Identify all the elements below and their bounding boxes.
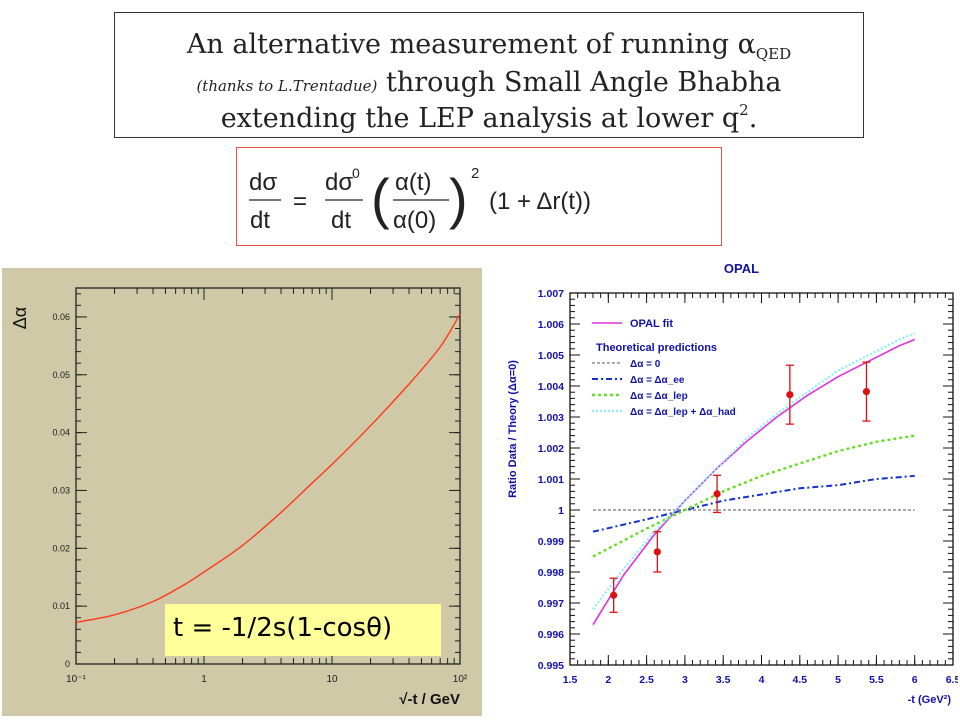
title-box: An alternative measurement of running αQ…: [114, 12, 864, 138]
y-tick-label: 0.03: [52, 485, 70, 495]
svg-text:dσ: dσ: [325, 169, 353, 196]
title-period: .: [748, 103, 758, 134]
svg-text:dσ: dσ: [249, 169, 277, 196]
x-axis-label: -t (GeV²): [908, 694, 952, 706]
legend-heading: Theoretical predictions: [596, 342, 717, 354]
y-tick-label: 0.01: [52, 601, 70, 611]
svg-text:α(0): α(0): [393, 207, 436, 234]
x-tick-label: 2: [605, 674, 611, 686]
y-axis-label: Δα: [10, 307, 30, 329]
x-tick-label: 4: [759, 674, 765, 686]
x-tick-label: 10: [326, 674, 338, 685]
svg-text:dt: dt: [250, 207, 270, 234]
y-tick-label: 1.001: [538, 474, 564, 486]
qed-subscript: QED: [755, 45, 792, 63]
y-tick-label: 1.006: [538, 319, 564, 331]
y-tick-label: 1.007: [538, 288, 564, 300]
data-point: [862, 387, 871, 396]
legend-label: Δα = 0: [630, 359, 661, 370]
svg-text:α(t): α(t): [395, 169, 432, 196]
alpha-symbol: α: [737, 29, 756, 60]
x-tick-label: 1: [201, 674, 207, 685]
t-definition: t = -1/2s(1-cosθ): [173, 613, 393, 643]
y-tick-label: 0.998: [538, 567, 564, 579]
svg-text:(: (: [371, 167, 390, 230]
x-tick-label: 5: [835, 674, 841, 686]
delta-alpha-svg: 10⁻¹ 1 10 10² 0 0.01 0.02 0.03 0.04 0.05 0.06 √-t /…: [10, 287, 468, 708]
x-tick-label: 3: [682, 674, 688, 686]
svg-text:0: 0: [352, 165, 360, 181]
x-tick-label: 6: [912, 674, 918, 686]
y-tick-label: 1.002: [538, 443, 564, 455]
legend-label: OPAL fit: [630, 318, 673, 330]
delta-lep-had-line: [592, 332, 916, 610]
title-line-3-text: extending the LEP analysis at lower q: [220, 103, 740, 134]
data-point: [713, 490, 721, 498]
x-tick-label: 10²: [453, 674, 468, 685]
data-point: [786, 391, 794, 399]
data-point: [653, 548, 661, 556]
x-axis-label: √-t / GeV: [399, 691, 460, 708]
delta-lep-line: [592, 434, 915, 558]
delta-alpha-curve: [75, 313, 461, 624]
x-tick-label: 4.5: [792, 674, 807, 686]
y-tick-label: 0.06: [52, 312, 70, 322]
y-tick-label: 0.997: [538, 598, 564, 610]
title-line-1-text: An alternative measurement of running: [186, 29, 738, 60]
formula-box: dσ dt = dσ 0 dt ( α(t) α(0) ) 2 (1 + Δr(…: [236, 147, 722, 246]
legend-label: Δα = Δα_lep: [630, 391, 688, 402]
y-tick-label: 0.02: [52, 543, 70, 553]
t-definition-box: t = -1/2s(1-cosθ): [165, 604, 441, 656]
y-tick-label: 0.995: [538, 660, 564, 672]
x-tick-label: 6.5: [946, 674, 958, 686]
y-tick-label: 0.05: [52, 370, 70, 380]
y-tick-label: 1.005: [538, 350, 564, 362]
title-line-3: extending the LEP analysis at lower q2.: [115, 101, 863, 134]
x-tick-label: 2.5: [639, 674, 654, 686]
svg-text:(1 + Δr(t)): (1 + Δr(t)): [489, 188, 591, 215]
svg-text:=: =: [293, 188, 307, 215]
y-tick-label: 1.003: [538, 412, 564, 424]
y-tick-label: 0: [65, 659, 70, 669]
title-line-2: (thanks to L.Trentadue) through Small An…: [115, 67, 863, 98]
x-tick-label: 10⁻¹: [66, 674, 86, 685]
title-line-2-text: through Small Angle Bhabha: [377, 67, 782, 98]
y-tick-label: 1: [558, 505, 564, 517]
x-tick-label: 3.5: [716, 674, 731, 686]
delta-ee-line: [592, 474, 915, 533]
legend-label: Δα = Δα_lep + Δα_had: [630, 407, 736, 418]
opal-chart: OPAL 1.5 2 2.5 3 3.5 4 4.5 5 5.5 6 6.5 0.995 0.996 0.9…: [490, 255, 960, 717]
data-point: [610, 591, 618, 599]
legend-label: Δα = Δα_ee: [630, 375, 685, 386]
y-tick-label: 0.996: [538, 629, 564, 641]
y-tick-label: 0.999: [538, 536, 564, 548]
svg-text:dt: dt: [331, 207, 351, 234]
thanks-note: (thanks to L.Trentadue): [196, 77, 378, 95]
y-tick-label: 0.04: [52, 428, 70, 438]
title-line-1: An alternative measurement of running αQ…: [115, 29, 863, 63]
svg-text:2: 2: [471, 165, 479, 182]
q-superscript: 2: [739, 101, 749, 119]
svg-text:): ): [449, 167, 468, 230]
x-tick-label: 5.5: [869, 674, 884, 686]
opal-fit-line: [592, 338, 916, 626]
opal-title: OPAL: [724, 261, 759, 276]
x-tick-label: 1.5: [563, 674, 578, 686]
plot-frame: [75, 287, 461, 665]
formula-svg: dσ dt = dσ 0 dt ( α(t) α(0) ) 2 (1 + Δr(…: [249, 165, 591, 234]
y-axis-label: Ratio Data / Theory (Δα=0): [507, 360, 519, 498]
opal-svg: OPAL 1.5 2 2.5 3 3.5 4 4.5 5 5.5 6 6.5 0.995 0.996 0.9…: [507, 261, 960, 706]
y-tick-label: 1.004: [538, 381, 564, 393]
